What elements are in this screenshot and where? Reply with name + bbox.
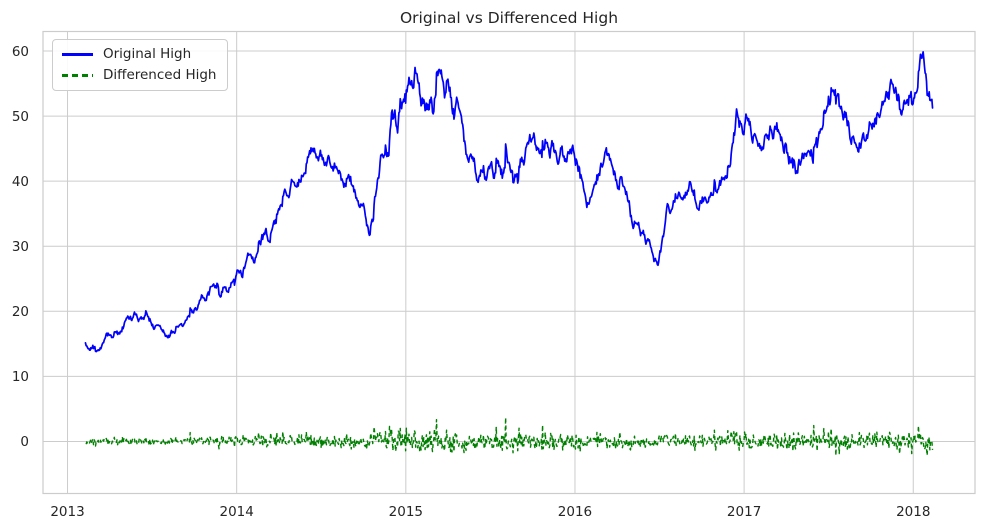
legend: Original High Differenced High [52, 39, 229, 91]
y-tick-label: 40 [12, 174, 29, 190]
x-tick-label: 2015 [389, 504, 423, 520]
plot-border [42, 30, 976, 495]
legend-item-differenced-high: Differenced High [62, 67, 216, 84]
y-tick-label: 30 [12, 239, 29, 255]
legend-item-original-high: Original High [62, 46, 216, 63]
y-tick-label: 10 [12, 369, 29, 385]
y-tick-label: 60 [12, 44, 29, 60]
x-tick-label: 2018 [896, 504, 930, 520]
y-tick-label: 50 [12, 109, 29, 125]
y-tick-label: 20 [12, 304, 29, 320]
legend-label-differenced-high: Differenced High [103, 67, 217, 83]
differenced-high-line [85, 416, 934, 457]
differenced-high-line-swatch [62, 74, 93, 77]
x-tick-label: 2017 [727, 504, 761, 520]
x-tick-label: 2014 [219, 504, 253, 520]
legend-label-original-high: Original High [103, 46, 192, 62]
chart-title: Original vs Differenced High [400, 9, 618, 27]
original-high-line [84, 51, 934, 353]
tick-layer: 2013 2014 2015 2016 2017 2018 0 10 20 30 40 50 60 [12, 44, 931, 520]
x-tick-label: 2013 [50, 504, 84, 520]
series-layer [84, 51, 934, 457]
x-tick-label: 2016 [558, 504, 592, 520]
original-high-line-swatch [62, 53, 93, 56]
grid-layer [43, 31, 975, 494]
y-tick-label: 0 [20, 434, 29, 450]
